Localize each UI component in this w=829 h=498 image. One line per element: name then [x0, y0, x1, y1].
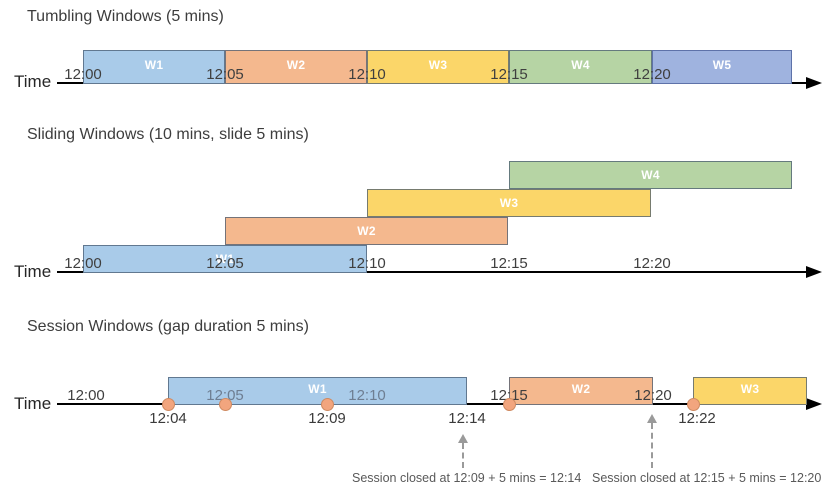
- session-event-dot-1204: [162, 398, 175, 411]
- sliding-window-w3-label: W3: [499, 196, 519, 210]
- tumbling-window-w4-label: W4: [571, 57, 590, 72]
- session-close-arrow-1220-icon: [647, 414, 657, 468]
- session-axis-arrowhead-icon: [806, 398, 822, 410]
- session-tick-1205: 12:05: [206, 387, 244, 404]
- tumbling-window-w1: W1: [83, 50, 225, 84]
- session-window-w3-label: W3: [740, 381, 760, 396]
- sliding-window-w4: W4: [509, 161, 792, 189]
- session-event-dot-1222: [687, 398, 700, 411]
- session-tick-1220: 12:20: [634, 387, 672, 404]
- session-section-title: Session Windows (gap duration 5 mins): [27, 318, 309, 335]
- session-event-dot-1205: [219, 398, 232, 411]
- session-event-dot-1209: [321, 398, 334, 411]
- sliding-tick-1210: 12:10: [348, 255, 386, 272]
- sliding-window-w1-label: W1: [215, 252, 235, 266]
- sliding-tick-1215: 12:15: [490, 255, 528, 272]
- sliding-axis-line: [57, 271, 810, 273]
- session-window-w1-label: W1: [308, 381, 327, 396]
- tumbling-section-title: Tumbling Windows (5 mins): [27, 8, 224, 25]
- session-tick-1210: 12:10: [348, 387, 386, 404]
- session-event-label-1209: 12:09: [308, 410, 346, 427]
- session-close-annotation-1: Session closed at 12:09 + 5 mins = 12:14: [352, 471, 582, 485]
- tumbling-tick-1220: 12:20: [633, 66, 671, 83]
- sliding-window-w2: W2: [225, 217, 508, 245]
- tumbling-window-w4: W4: [509, 50, 652, 84]
- sliding-tick-1200: 12:00: [64, 255, 102, 272]
- sliding-window-w2-label: W2: [357, 224, 376, 238]
- sliding-window-w1: W1: [83, 245, 367, 273]
- sliding-window-w4-label: W4: [641, 168, 660, 182]
- tumbling-time-axis-label: Time: [14, 72, 52, 91]
- tumbling-tick-1205: 12:05: [206, 66, 244, 83]
- sliding-time-axis-label: Time: [14, 262, 52, 281]
- sliding-tick-1220: 12:20: [633, 255, 671, 272]
- tumbling-window-w5: W5: [652, 50, 792, 84]
- session-window-w2: W2: [509, 377, 653, 405]
- tumbling-axis-arrowhead-icon: [806, 77, 822, 89]
- session-time-axis-label: Time: [14, 394, 52, 413]
- session-close-arrow-1214-icon: [458, 434, 468, 468]
- tumbling-window-w5-label: W5: [712, 57, 732, 72]
- session-window-w2-label: W2: [571, 381, 591, 396]
- session-close-annotation-2: Session closed at 12:15 + 5 mins = 12:20: [592, 471, 822, 485]
- tumbling-window-w3-label: W3: [428, 57, 448, 72]
- tumbling-tick-1200: 12:00: [64, 66, 102, 83]
- session-tick-1215: 12:15: [490, 387, 528, 404]
- tumbling-window-w3: W3: [367, 50, 509, 84]
- tumbling-window-w2: W2: [225, 50, 367, 84]
- tumbling-window-w2-label: W2: [286, 57, 306, 72]
- session-window-w3: W3: [693, 377, 807, 405]
- sliding-section-title: Sliding Windows (10 mins, slide 5 mins): [27, 126, 309, 143]
- session-window-w1: W1: [168, 377, 467, 405]
- tumbling-tick-1215: 12:15: [490, 66, 528, 83]
- sliding-window-w3: W3: [367, 189, 651, 217]
- session-event-label-1204: 12:04: [149, 410, 187, 427]
- session-event-label-1214: 12:14: [448, 410, 486, 427]
- sliding-axis-arrowhead-icon: [806, 266, 822, 278]
- session-event-label-1222: 12:22: [678, 410, 716, 427]
- tumbling-tick-1210: 12:10: [348, 66, 386, 83]
- tumbling-window-w1-label: W1: [144, 57, 164, 72]
- sliding-tick-1205: 12:05: [206, 255, 244, 272]
- session-tick-1200: 12:00: [67, 387, 105, 404]
- session-event-dot-1215: [503, 398, 516, 411]
